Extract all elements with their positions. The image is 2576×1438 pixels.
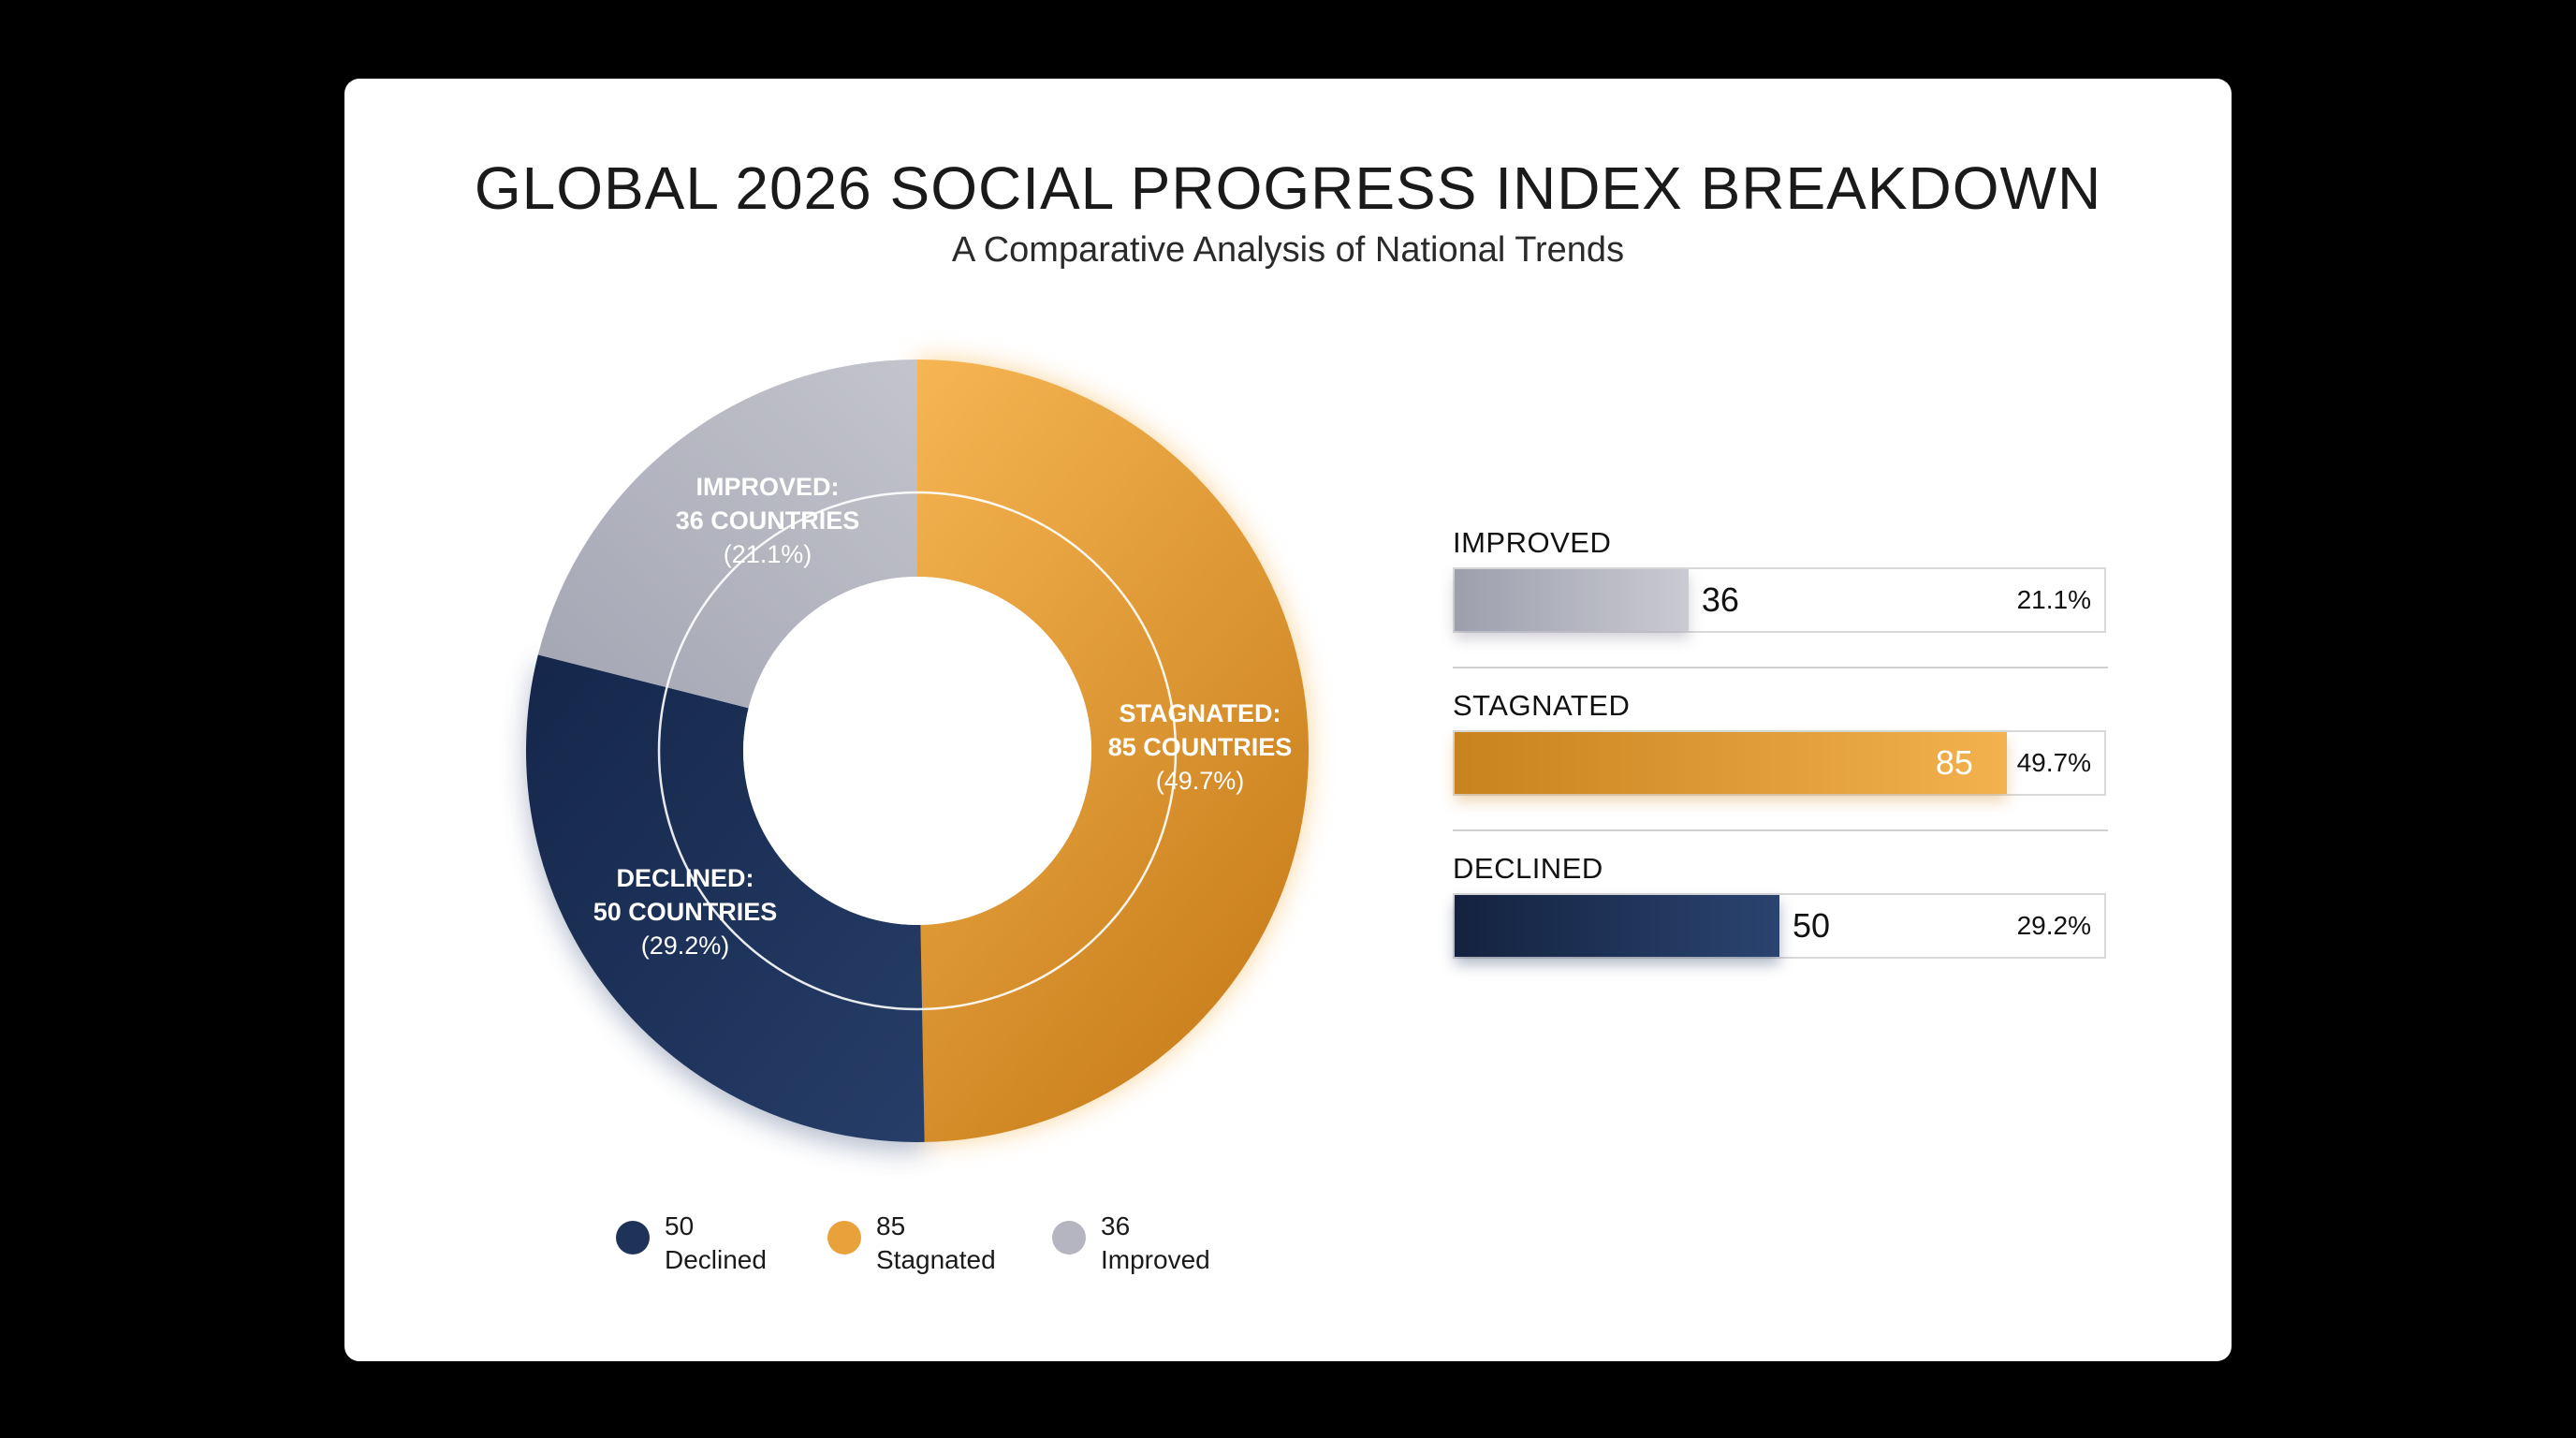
slice-label-improved: IMPROVED: 36 COUNTRIES (21.1%) — [675, 473, 860, 568]
bar-divider — [1453, 829, 2108, 831]
chart-title: GLOBAL 2026 SOCIAL PROGRESS INDEX BREAKD… — [474, 154, 2102, 222]
legend-swatch-improved — [1052, 1221, 1086, 1255]
bar-percent-stagnated: 49.7% — [2016, 748, 2091, 777]
bar-value-stagnated: 85 — [1935, 743, 1973, 782]
legend-text-improved: 36 Improved — [1101, 1211, 1210, 1274]
donut-slice-improved[interactable] — [537, 360, 917, 709]
donut-slice-declined[interactable] — [526, 654, 925, 1142]
slice-label-declined: DECLINED: 50 COUNTRIES (29.2%) — [593, 864, 778, 960]
slice-label-stagnated: STAGNATED: 85 COUNTRIES (49.7%) — [1107, 699, 1293, 795]
bar-divider — [1453, 667, 2108, 668]
bar-fill-improved — [1455, 569, 1689, 631]
bar-percent-improved: 21.1% — [2016, 585, 2091, 614]
bar-track-improved: 36 21.1% — [1453, 567, 2106, 633]
chart-subtitle: A Comparative Analysis of National Trend… — [951, 230, 1625, 270]
donut-chart — [526, 360, 1309, 1152]
bar-fill-stagnated — [1455, 732, 2007, 794]
bar-value-declined: 50 — [1793, 906, 1831, 945]
chart-card: GLOBAL 2026 SOCIAL PROGRESS INDEX BREAKD… — [344, 79, 2232, 1361]
legend-swatch-declined — [616, 1221, 650, 1255]
bar-track-declined: 50 29.2% — [1453, 893, 2106, 959]
bar-track-stagnated: 85 49.7% — [1453, 730, 2106, 796]
bar-label-improved: IMPROVED — [1453, 526, 1612, 559]
legend-text-declined: 50 Declined — [665, 1211, 767, 1274]
bar-fill-declined — [1455, 895, 1779, 957]
legend-swatch-stagnated — [827, 1221, 861, 1255]
bar-percent-declined: 29.2% — [2016, 911, 2091, 940]
bar-value-improved: 36 — [1701, 580, 1739, 619]
donut-guide-ring — [657, 491, 1178, 1011]
bar-label-stagnated: STAGNATED — [1453, 689, 1631, 722]
donut-slice-stagnated[interactable] — [917, 360, 1309, 1142]
donut-center-hole — [743, 577, 1091, 925]
bar-label-declined: DECLINED — [1453, 852, 1603, 885]
legend-text-stagnated: 85 Stagnated — [876, 1211, 996, 1274]
